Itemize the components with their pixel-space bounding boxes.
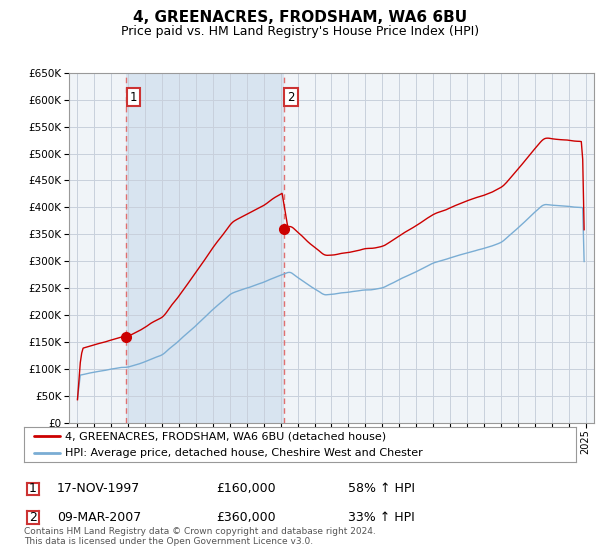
Text: £360,000: £360,000 (216, 511, 275, 524)
Text: 17-NOV-1997: 17-NOV-1997 (57, 482, 140, 496)
Text: 2: 2 (29, 511, 37, 524)
Bar (126, 73, 284, 423)
Text: 09-MAR-2007: 09-MAR-2007 (57, 511, 141, 524)
Text: 2: 2 (287, 91, 295, 104)
Text: 4, GREENACRES, FRODSHAM, WA6 6BU: 4, GREENACRES, FRODSHAM, WA6 6BU (133, 10, 467, 25)
Text: 1: 1 (130, 91, 137, 104)
Text: HPI: Average price, detached house, Cheshire West and Chester: HPI: Average price, detached house, Ches… (65, 448, 423, 458)
Text: £160,000: £160,000 (216, 482, 275, 496)
Text: 33% ↑ HPI: 33% ↑ HPI (348, 511, 415, 524)
Text: 1: 1 (29, 482, 37, 496)
Text: 58% ↑ HPI: 58% ↑ HPI (348, 482, 415, 496)
Text: Price paid vs. HM Land Registry's House Price Index (HPI): Price paid vs. HM Land Registry's House … (121, 25, 479, 38)
Text: 4, GREENACRES, FRODSHAM, WA6 6BU (detached house): 4, GREENACRES, FRODSHAM, WA6 6BU (detach… (65, 431, 386, 441)
Text: Contains HM Land Registry data © Crown copyright and database right 2024.
This d: Contains HM Land Registry data © Crown c… (24, 526, 376, 546)
